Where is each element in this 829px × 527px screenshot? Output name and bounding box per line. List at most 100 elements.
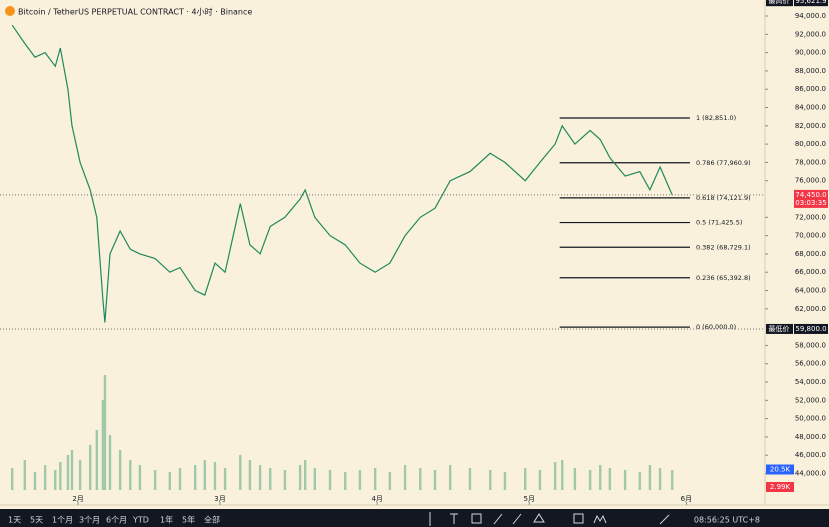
volume-bar	[269, 468, 272, 490]
volume-bar	[168, 472, 172, 490]
tool-trend[interactable]	[512, 513, 522, 525]
volume-bar	[10, 468, 14, 490]
volume-bar	[553, 462, 557, 490]
x-tick-label: 5月	[524, 495, 535, 503]
y-tick-label: 44,000.0	[795, 470, 826, 478]
y-tick-label: 50,000.0	[795, 415, 826, 423]
fib-label: 0.786 (77,960.9)	[696, 159, 751, 167]
fib-label: 0.236 (65,392.8)	[696, 274, 751, 282]
tool-pattern[interactable]	[593, 514, 607, 524]
volume-bar	[89, 445, 92, 490]
bottom-toolbar	[0, 509, 829, 527]
range-button[interactable]: 5年	[182, 515, 195, 525]
range-button[interactable]: 3个月	[79, 516, 100, 525]
volume-bar	[599, 465, 602, 490]
volume-bar	[588, 470, 592, 490]
range-button[interactable]: 1年	[160, 515, 173, 525]
volume-bar	[23, 460, 27, 490]
volume-bar	[638, 472, 641, 490]
range-button[interactable]: 1个月	[52, 516, 73, 525]
volume-bar	[213, 462, 217, 490]
volume-bar	[433, 470, 437, 490]
volume-bar	[101, 400, 105, 490]
price-tag	[794, 323, 828, 334]
y-tick-label: 62,000.0	[795, 305, 826, 313]
price-tag-name-bg	[766, 323, 793, 334]
x-tick-label: 3月	[214, 495, 225, 503]
tool-rect[interactable]	[471, 513, 482, 524]
volume-bar	[138, 465, 142, 490]
symbol-title: Bitcoin / TetherUS PERPETUAL CONTRACT · …	[18, 7, 252, 17]
volume-bar	[153, 470, 157, 490]
fib-label: 0.382 (68,729.1)	[696, 243, 751, 251]
volume-bar	[561, 460, 564, 490]
y-tick-label: 90,000.0	[795, 49, 826, 57]
price-tag-label: 74,450.0	[795, 191, 826, 199]
volume-bar	[108, 435, 112, 490]
volume-bar	[129, 460, 132, 490]
volume-tag	[766, 464, 794, 475]
coin-icon	[5, 6, 15, 16]
volume-bar	[538, 470, 542, 490]
price-tag-label: 95,621.9	[795, 0, 826, 5]
volume-bar	[658, 468, 662, 490]
y-tick-label: 86,000.0	[795, 85, 826, 93]
volume-bar	[328, 470, 332, 490]
y-tick-label: 68,000.0	[795, 250, 826, 258]
x-tick-label: 2月	[72, 495, 83, 503]
fib-label: 1 (82,851.0)	[696, 114, 736, 122]
clock: 08:56:25 UTC+8	[694, 516, 760, 525]
y-tick-label: 80,000.0	[795, 140, 826, 148]
tool-line[interactable]	[493, 513, 503, 525]
range-buttons: 1天 5天 1个月 3个月 6个月 YTD 1年 5年 全部	[8, 515, 220, 525]
volume-bar	[419, 468, 422, 490]
range-button[interactable]: 5天	[30, 516, 43, 525]
volume-bar	[489, 470, 492, 490]
volume-bar	[203, 460, 207, 490]
y-tick-label: 56,000.0	[795, 360, 826, 368]
x-tick-label: 4月	[371, 495, 382, 503]
price-line	[11, 24, 673, 323]
volume-bar	[448, 465, 452, 490]
volume-bar	[298, 465, 302, 490]
tool-text[interactable]	[450, 513, 458, 524]
y-tick-label: 78,000.0	[795, 158, 826, 166]
volume-bar	[313, 468, 317, 490]
range-button[interactable]: 全部	[204, 515, 220, 525]
y-tick-label: 94,000.0	[795, 12, 826, 20]
volume-bar	[59, 462, 62, 490]
volume-tag-label: 2.99K	[770, 483, 791, 491]
volume-bar	[373, 468, 377, 490]
volume-bar	[178, 468, 182, 490]
y-tick-label: 82,000.0	[795, 122, 826, 130]
volume-bar	[66, 455, 70, 490]
volume-bar	[623, 470, 627, 490]
volume-bar	[388, 472, 392, 490]
volume-bar	[43, 465, 47, 490]
tool-arrow[interactable]	[533, 513, 545, 523]
volume-bar	[95, 430, 99, 490]
price-tag-name: 最低价	[769, 324, 790, 333]
volume-bar	[403, 465, 407, 490]
price-tag	[794, 0, 828, 7]
volume-bar	[608, 468, 612, 490]
volume-bar	[54, 470, 57, 490]
volume-bar	[118, 450, 122, 490]
volume-bar	[503, 472, 507, 490]
range-button[interactable]: 1天	[8, 516, 21, 525]
volume-bar	[344, 472, 347, 490]
tool-box[interactable]	[573, 513, 584, 524]
volume-bar	[468, 468, 472, 490]
fib-label: 0.618 (74,121.9)	[696, 194, 751, 202]
tool-measure[interactable]	[659, 514, 670, 525]
y-tick-label: 58,000.0	[795, 341, 826, 349]
price-tag-name: 最高价	[769, 0, 790, 5]
range-button[interactable]: 6个月	[106, 516, 127, 525]
y-tick-label: 84,000.0	[795, 104, 826, 112]
fib-label: 0 (60,000.0)	[696, 323, 736, 331]
y-tick-label: 92,000.0	[795, 30, 826, 38]
y-tick-label: 70,000.0	[795, 232, 826, 240]
volume-bar	[671, 470, 674, 490]
range-button[interactable]: YTD	[132, 516, 149, 525]
